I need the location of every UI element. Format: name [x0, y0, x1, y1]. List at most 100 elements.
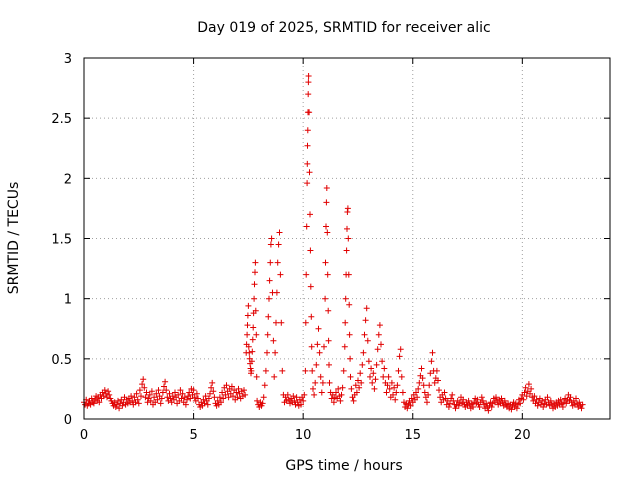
data-point	[178, 395, 185, 402]
data-point	[105, 388, 112, 395]
data-point	[435, 377, 441, 384]
y-tick-label: 1.5	[51, 233, 72, 248]
data-point	[207, 390, 213, 397]
data-point	[193, 390, 200, 397]
data-point	[302, 367, 309, 374]
data-point	[376, 322, 383, 329]
data-point	[431, 379, 438, 386]
data-point	[305, 79, 312, 86]
data-point	[392, 396, 399, 403]
data-point	[424, 399, 430, 406]
data-point	[154, 396, 161, 403]
data-point	[534, 402, 541, 409]
data-point	[141, 384, 148, 391]
data-point	[134, 396, 141, 403]
data-point	[347, 355, 354, 362]
data-point	[479, 397, 486, 404]
data-point	[449, 391, 456, 398]
data-point	[345, 271, 352, 278]
data-point	[248, 367, 255, 374]
data-point	[306, 109, 313, 116]
data-point	[547, 397, 554, 404]
data-point	[436, 387, 442, 394]
data-point	[528, 385, 535, 392]
data-point	[214, 397, 221, 404]
data-point	[128, 393, 135, 400]
data-point	[88, 395, 95, 402]
data-point	[308, 343, 315, 350]
data-point	[260, 394, 267, 401]
data-point	[339, 384, 346, 391]
x-tick-label: 20	[514, 428, 531, 443]
x-tick-label: 5	[189, 428, 197, 443]
data-point	[427, 370, 434, 377]
data-point	[159, 389, 166, 396]
data-point	[314, 341, 321, 348]
data-point	[245, 302, 252, 309]
data-point	[223, 382, 230, 389]
data-point	[447, 400, 453, 407]
data-point	[363, 305, 370, 312]
data-point	[317, 373, 324, 380]
data-point	[523, 393, 530, 400]
data-point	[139, 381, 146, 388]
data-point	[328, 395, 335, 402]
data-point	[357, 370, 364, 377]
data-point	[303, 271, 310, 278]
data-point	[216, 394, 223, 401]
data-point	[441, 389, 448, 396]
data-point	[470, 404, 476, 410]
y-tick-label: 1	[64, 293, 72, 308]
data-point	[195, 395, 201, 402]
data-point	[242, 391, 249, 398]
data-point	[303, 223, 310, 230]
data-point	[251, 281, 258, 288]
data-point	[219, 389, 226, 396]
data-point	[252, 269, 258, 276]
data-point	[385, 373, 392, 380]
data-point	[381, 365, 388, 372]
data-point	[326, 379, 333, 386]
data-point	[312, 379, 319, 386]
data-point	[307, 247, 314, 254]
data-point	[187, 395, 194, 402]
data-point	[158, 395, 165, 402]
data-point	[344, 205, 351, 212]
data-point	[445, 404, 452, 410]
data-point	[508, 406, 515, 413]
data-point	[191, 394, 198, 401]
data-point	[146, 391, 153, 398]
data-point	[372, 376, 379, 383]
data-point	[305, 73, 312, 79]
data-point	[300, 397, 307, 404]
data-point	[323, 199, 330, 206]
data-point	[276, 229, 283, 236]
data-point	[397, 346, 404, 353]
data-point	[284, 391, 291, 398]
data-point	[355, 377, 361, 384]
data-point	[350, 397, 357, 404]
data-point	[330, 399, 337, 406]
data-point	[254, 397, 261, 404]
data-point	[245, 343, 252, 350]
data-point	[414, 394, 421, 401]
data-point	[388, 379, 395, 386]
data-point	[264, 331, 271, 338]
data-point	[373, 361, 380, 368]
data-point	[179, 390, 186, 397]
grid-lines	[84, 58, 610, 419]
data-point	[337, 397, 344, 404]
y-tick-label: 2	[64, 172, 72, 187]
data-point	[309, 367, 316, 374]
data-point	[210, 388, 217, 395]
data-point	[311, 391, 318, 398]
data-point	[306, 169, 313, 176]
data-point	[131, 394, 138, 401]
data-point	[190, 387, 197, 394]
data-point	[346, 301, 353, 308]
data-point	[106, 391, 113, 398]
data-point	[172, 389, 178, 396]
data-point	[200, 396, 207, 403]
data-point	[398, 373, 405, 380]
data-point	[274, 259, 281, 266]
